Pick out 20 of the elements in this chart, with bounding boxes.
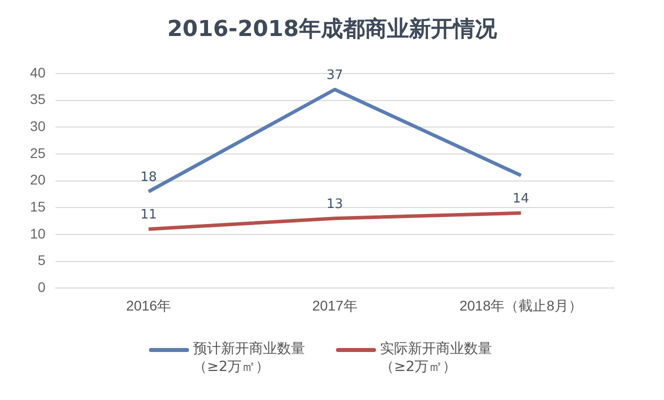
x-tick-label: 2016年: [126, 297, 172, 314]
data-label: 37: [326, 68, 344, 83]
data-label: 11: [140, 208, 157, 223]
y-tick-label: 30: [30, 118, 46, 134]
legend-label: 实际新开商业数量（≥2万㎡）: [380, 340, 493, 376]
y-tick-label: 35: [30, 91, 46, 108]
x-tick-label: 2017年: [312, 297, 358, 314]
chart-title: 2016-2018年成都商业新开情况: [166, 16, 498, 44]
y-tick-label: 0: [38, 279, 46, 296]
y-tick-label: 5: [38, 252, 46, 268]
y-tick-label: 15: [30, 198, 46, 215]
data-label: 13: [326, 196, 344, 212]
y-tick-label: 10: [30, 225, 46, 242]
data-label: 14: [512, 191, 530, 206]
y-tick-label: 20: [30, 172, 46, 188]
data-label: 18: [140, 170, 157, 185]
legend-label: 预计新开商业数量（≥2万㎡）: [193, 340, 306, 376]
y-tick-label: 25: [30, 144, 46, 161]
x-tick-label: 2018年（截止8月）: [459, 297, 582, 314]
y-tick-label: 40: [30, 64, 46, 80]
